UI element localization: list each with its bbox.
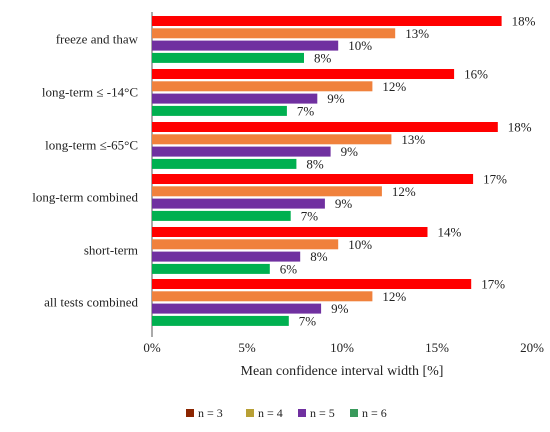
value-label-5-2: 9%	[331, 301, 349, 316]
bar-1-3	[152, 105, 287, 116]
bar-0-1	[152, 28, 396, 39]
value-label-2-2: 9%	[341, 144, 359, 159]
bar-5-3	[152, 315, 289, 326]
bar-1-2	[152, 93, 318, 104]
category-labels: freeze and thaw long-term ≤ -14°C long-ter…	[32, 31, 138, 309]
value-label-1-0: 16%	[464, 67, 488, 82]
bar-2-0	[152, 122, 498, 132]
x-tick-label-0: 0%	[143, 340, 161, 355]
legend-label-1: n = 4	[258, 406, 283, 420]
bar-2-3	[152, 158, 297, 169]
value-label-5-3: 7%	[299, 313, 317, 328]
value-label-0-1: 13%	[405, 26, 429, 41]
x-tick-label-1: 5%	[238, 340, 256, 355]
value-label-4-3: 6%	[280, 261, 298, 276]
value-label-0-2: 10%	[348, 38, 372, 53]
legend-label-2: n = 5	[310, 406, 335, 420]
bar-1-1	[152, 81, 373, 92]
bar-3-1	[152, 186, 382, 197]
value-label-0-3: 8%	[314, 50, 332, 65]
value-label-4-2: 8%	[310, 249, 328, 264]
bar-5-1	[152, 291, 373, 302]
bar-4-0	[152, 227, 428, 237]
category-label-5: all tests combined	[44, 294, 138, 309]
bar-4-2	[152, 251, 301, 262]
bar-5-0	[152, 279, 472, 289]
bar-5-2	[152, 303, 322, 314]
bar-0-3	[152, 52, 304, 63]
bar-2-1	[152, 134, 392, 145]
value-label-4-1: 10%	[348, 237, 372, 252]
value-label-4-0: 14%	[438, 225, 462, 240]
legend-label-0: n = 3	[198, 406, 223, 420]
value-label-1-3: 7%	[297, 103, 315, 118]
bar-4-1	[152, 239, 339, 250]
category-label-2: long-term ≤-65°C	[45, 137, 138, 152]
bar-3-3	[152, 210, 291, 221]
legend-label-3: n = 6	[362, 406, 387, 420]
x-tick-label-2: 10%	[330, 340, 354, 355]
bar-2-2	[152, 146, 331, 157]
bar-1-0	[152, 69, 455, 79]
bar-4-3	[152, 263, 270, 274]
category-label-3: long-term combined	[32, 189, 138, 204]
bar-0-0	[152, 16, 502, 26]
legend: n = 3 n = 4 n = 5 n = 6	[186, 406, 387, 420]
value-label-2-0: 18%	[508, 120, 532, 135]
value-label-3-0: 17%	[483, 172, 507, 187]
category-label-4: short-term	[84, 242, 138, 257]
bars-group	[152, 16, 502, 326]
legend-swatch-2	[298, 409, 306, 417]
legend-swatch-3	[350, 409, 358, 417]
value-label-3-3: 7%	[301, 208, 319, 223]
value-label-2-1: 13%	[401, 132, 425, 147]
value-label-1-1: 12%	[382, 79, 406, 94]
legend-swatch-0	[186, 409, 194, 417]
x-axis-title: Mean confidence interval width [%]	[241, 364, 444, 379]
value-label-0-0: 18%	[512, 14, 536, 29]
value-label-3-1: 12%	[392, 184, 416, 199]
value-label-3-2: 9%	[335, 196, 353, 211]
bar-3-0	[152, 174, 474, 184]
value-label-5-0: 17%	[481, 277, 505, 292]
x-tick-labels: 0% 5% 10% 15% 20%	[143, 340, 544, 355]
category-label-1: long-term ≤ -14°C	[42, 84, 138, 99]
bar-0-2	[152, 40, 339, 51]
value-label-2-3: 8%	[306, 156, 324, 171]
legend-swatch-1	[246, 409, 254, 417]
x-tick-label-3: 15%	[425, 340, 449, 355]
value-labels: 18% 13% 10% 8% 16% 12% 9% 7% 18% 13% 9% 8% 17% 12% 9% 7…	[280, 14, 536, 329]
category-label-0: freeze and thaw	[56, 31, 139, 46]
x-tick-label-4: 20%	[520, 340, 544, 355]
value-label-1-2: 9%	[327, 91, 345, 106]
bar-3-2	[152, 198, 325, 209]
value-label-5-1: 12%	[382, 289, 406, 304]
